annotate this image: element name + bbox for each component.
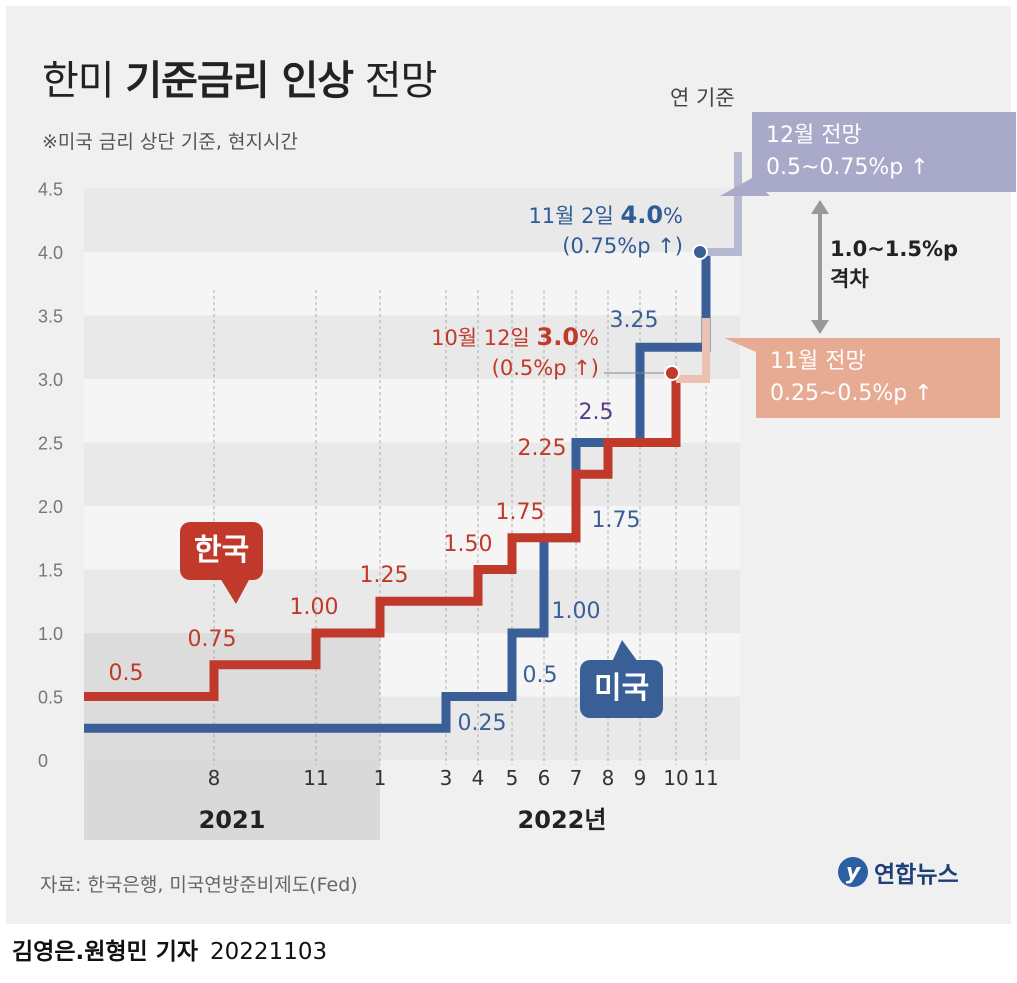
y-tick-label: 4.5 xyxy=(38,180,63,200)
us-forecast-connector xyxy=(700,152,742,256)
data-labels: 0.50.751.001.251.501.752.250.250.51.001.… xyxy=(109,308,659,736)
usa-data-label: 1.75 xyxy=(592,508,641,533)
yonhap-logo-icon: y xyxy=(838,857,868,887)
x-tick-label: 11 xyxy=(693,766,718,790)
y-tick-label: 1.5 xyxy=(38,561,63,581)
x-tick-label: 8 xyxy=(208,766,221,790)
logo-text: 연합뉴스 xyxy=(874,862,959,888)
korea-badge: 한국 xyxy=(180,522,264,580)
gap-arrow-head-bottom xyxy=(811,320,829,334)
us-forecast-callout: 12월 전망 0.5~0.75%p ↑ xyxy=(752,112,1016,192)
year-axis: 2021 2022년 xyxy=(84,760,606,840)
korea-data-label: 0.5 xyxy=(109,661,144,686)
year-label-2021: 2021 xyxy=(199,806,266,834)
y-tick-label: 4.0 xyxy=(38,243,63,263)
korea-data-label: 0.75 xyxy=(188,627,237,652)
y-tick-label: 0.5 xyxy=(38,688,63,708)
usa-data-label: 0.5 xyxy=(523,663,558,688)
x-tick-label: 5 xyxy=(506,766,519,790)
grid-band xyxy=(84,315,740,379)
series-korea-line xyxy=(84,379,681,701)
y-tick-label: 1.0 xyxy=(38,624,63,644)
korea-data-label: 1.00 xyxy=(290,595,339,620)
subtitle: ※미국 금리 상단 기준, 현지시간 xyxy=(42,131,298,153)
usa-data-label: 0.25 xyxy=(458,711,507,736)
forecast-connectors xyxy=(220,152,829,662)
grid-band xyxy=(84,442,740,506)
y-axis: 0 0.5 1.0 1.5 2.0 2.5 3.0 3.5 4.0 4.5 xyxy=(38,180,63,772)
byline: 김영은.원형민 기자 20221103 xyxy=(12,939,328,965)
korea-data-label: 1.50 xyxy=(444,532,493,557)
korea-data-label: 1.25 xyxy=(360,563,409,588)
x-tick-label: 10 xyxy=(663,766,688,790)
yonhap-logo: y 연합뉴스 xyxy=(838,855,959,889)
usa-badge-pointer xyxy=(612,640,638,662)
x-tick-label: 6 xyxy=(538,766,551,790)
korea-data-label: 2.25 xyxy=(518,436,567,461)
x-tick-label: 1 xyxy=(374,766,387,790)
x-tick-label: 3 xyxy=(440,766,453,790)
us-latest-point xyxy=(692,244,708,260)
usa-data-label: 3.25 xyxy=(610,308,659,333)
page-title: 한미 기준금리 인상 전망 xyxy=(42,58,437,104)
x-tick-label: 8 xyxy=(602,766,615,790)
unit-label: 연 기준 xyxy=(670,86,735,110)
x-tick-label: 9 xyxy=(634,766,647,790)
x-tick-label: 4 xyxy=(472,766,485,790)
kr-forecast-connector xyxy=(676,318,710,383)
x-tick-label: 7 xyxy=(570,766,583,790)
kr-latest-annotation: 10월 12일 3.0% (0.5%p ↑) xyxy=(431,323,599,380)
us-latest-annotation: 11월 2일 4.0% (0.75%p ↑) xyxy=(528,201,683,258)
rate-gap-label: 1.0~1.5%p 격차 xyxy=(830,237,959,291)
y-tick-label: 3.5 xyxy=(38,307,63,327)
kr-forecast-callout: 11월 전망 0.25~0.5%p ↑ xyxy=(756,338,1000,418)
source-note: 자료: 한국은행, 미국연방준비제도(Fed) xyxy=(40,874,358,896)
usa-data-label: 1.00 xyxy=(552,599,601,624)
y-tick-label: 2.5 xyxy=(38,434,63,454)
grid-band xyxy=(84,379,740,443)
korea-badge-pointer xyxy=(220,578,250,604)
usa-badge: 미국 xyxy=(580,660,664,718)
y-tick-label: 2.0 xyxy=(38,497,63,517)
y-tick-label: 0 xyxy=(38,751,48,771)
usa-data-label: 2.5 xyxy=(579,400,614,425)
x-tick-label: 11 xyxy=(303,766,328,790)
year-2021-band xyxy=(84,760,380,840)
grid-band xyxy=(84,188,740,252)
korea-data-label: 1.75 xyxy=(496,500,545,525)
series-lines xyxy=(84,252,711,733)
x-axis: 8 11 1 3 4 5 6 7 8 9 10 11 xyxy=(208,766,719,790)
year-label-2022: 2022년 xyxy=(518,806,607,834)
y-tick-label: 3.0 xyxy=(38,370,63,390)
gap-arrow-head-top xyxy=(811,200,829,214)
kr-latest-point xyxy=(664,365,680,381)
grid-band xyxy=(84,252,740,316)
